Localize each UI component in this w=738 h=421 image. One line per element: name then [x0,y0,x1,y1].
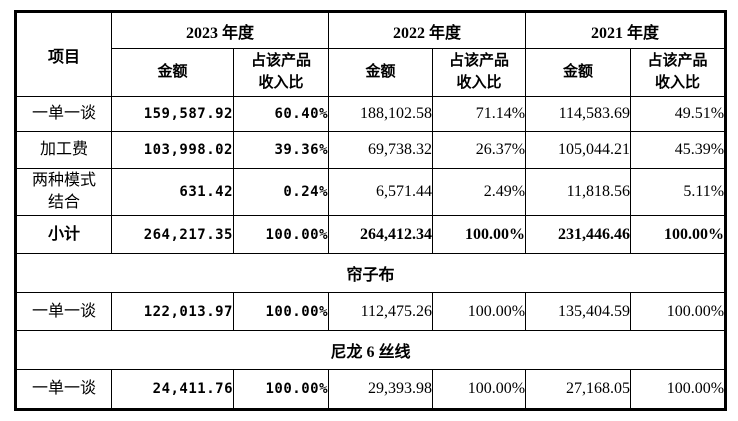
ratio-2022-cell: 100.00% [432,292,527,331]
ratio-2022-cell: 100.00% [432,369,527,410]
ratio-header-2022: 占该产品 收入比 [432,48,527,97]
row-label: 加工费 [15,131,112,169]
ratio-header-2023: 占该产品 收入比 [232,48,330,97]
header-row-measures: 金额 占该产品 收入比 金额 占该产品 收入比 金额 占该产品 收入比 [16,48,727,97]
ratio-2021-cell: 49.51% [630,96,727,132]
row-label: 一单一谈 [15,292,112,331]
header-row-years: 项目 2023 年度 2022 年度 2021 年度 [15,11,727,97]
table-row: 一单一谈 24,411.76 100.00% 29,393.98 100.00%… [15,369,727,410]
row-label: 一单一谈 [15,369,112,410]
ratio-header-2021: 占该产品 收入比 [630,48,727,97]
table-row: 两种模式 结合 631.42 0.24% 6,571.44 2.49% 11,8… [15,168,727,216]
ratio-2021-cell: 100.00% [630,369,727,410]
ratio-2021-cell: 5.11% [630,168,727,216]
year-header-2022: 2022 年度 [328,11,527,49]
table-row: 一单一谈 122,013.97 100.00% 112,475.26 100.0… [15,292,727,331]
amount-2023-cell: 122,013.97 [111,292,234,331]
amount-header-2023: 金额 [111,48,234,97]
year-header-2021: 2021 年度 [525,11,727,49]
amount-2023-cell: 103,998.02 [111,131,234,169]
table-row: 一单一谈 159,587.92 60.40% 188,102.58 71.14%… [15,96,727,132]
ratio-2022-cell: 26.37% [432,131,527,169]
amount-2022-cell: 112,475.26 [328,292,434,331]
ratio-2023-cell: 100.00% [232,369,330,410]
amount-2023-cell: 264,217.35 [111,215,234,254]
table-row: 加工费 103,998.02 39.36% 69,738.32 26.37% 1… [15,131,727,169]
section-label: 尼龙 6 丝线 [14,330,727,370]
amount-2022-cell: 69,738.32 [328,131,434,169]
amount-2021-cell: 27,168.05 [525,369,632,410]
ratio-2022-cell: 2.49% [432,168,527,216]
amount-2023-cell: 159,587.92 [111,96,234,132]
ratio-2021-cell: 45.39% [630,131,727,169]
row-label: 两种模式 结合 [15,168,112,216]
amount-2021-cell: 114,583.69 [525,96,632,132]
ratio-2023-cell: 100.00% [232,215,330,254]
amount-2022-cell: 6,571.44 [328,168,434,216]
amount-2022-cell: 264,412.34 [328,215,434,254]
ratio-2023-cell: 0.24% [232,168,330,216]
revenue-breakdown-table: 项目 2023 年度 2022 年度 2021 年度 金额 占该产品 收入比 金… [14,10,728,411]
row-label: 小计 [15,215,112,254]
amount-2021-cell: 135,404.59 [525,292,632,331]
amount-2023-cell: 631.42 [111,168,234,216]
row-label: 一单一谈 [15,96,112,132]
ratio-2022-cell: 71.14% [432,96,527,132]
amount-header-2022: 金额 [328,48,434,97]
ratio-2023-cell: 60.40% [232,96,330,132]
section-row: 帘子布 [14,253,727,293]
amount-2021-cell: 231,446.46 [525,215,632,254]
amount-header-2021: 金额 [525,48,632,97]
section-row: 尼龙 6 丝线 [14,330,727,370]
amount-2021-cell: 11,818.56 [525,168,632,216]
ratio-2021-cell: 100.00% [630,292,727,331]
amount-2022-cell: 188,102.58 [328,96,434,132]
year-header-2023: 2023 年度 [110,11,330,49]
section-label: 帘子布 [14,253,727,293]
ratio-2021-cell: 100.00% [630,215,727,254]
subtotal-row: 小计 264,217.35 100.00% 264,412.34 100.00%… [15,215,727,254]
amount-2023-cell: 24,411.76 [111,369,234,410]
amount-2022-cell: 29,393.98 [328,369,434,410]
ratio-2023-cell: 39.36% [232,131,330,169]
ratio-2023-cell: 100.00% [232,292,330,331]
ratio-2022-cell: 100.00% [432,215,527,254]
item-column-header: 项目 [15,11,112,97]
amount-2021-cell: 105,044.21 [525,131,632,169]
